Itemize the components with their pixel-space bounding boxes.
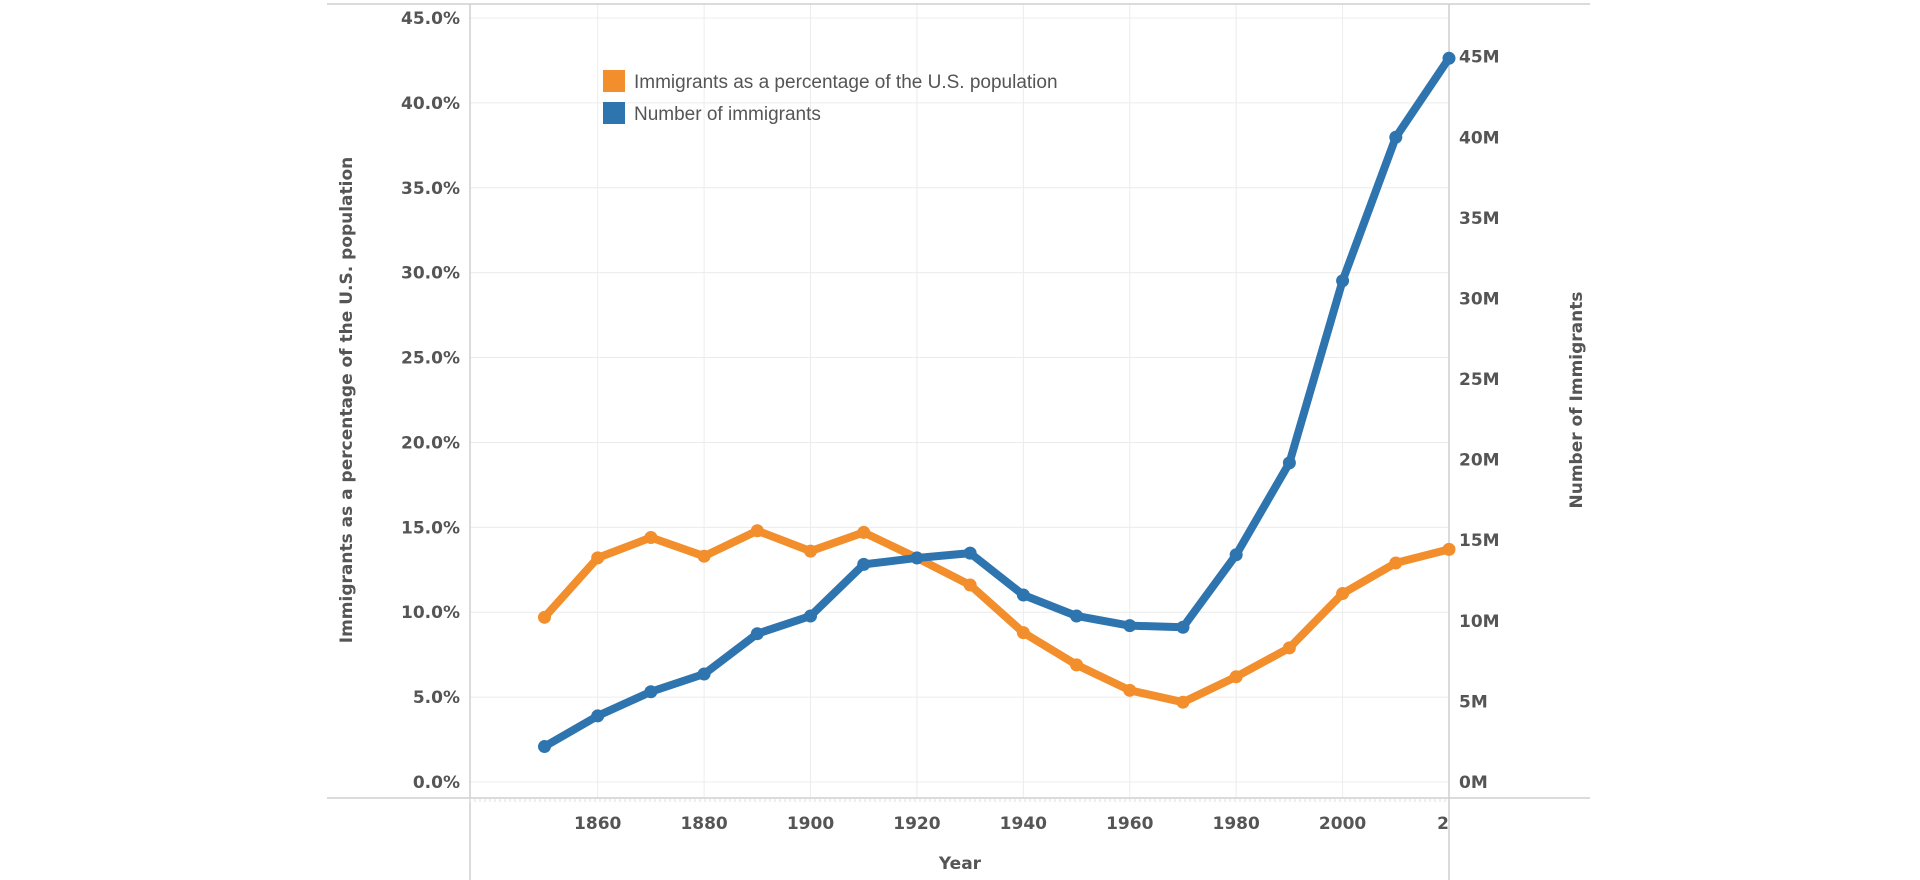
data-point-percentage xyxy=(644,531,658,545)
x-tick-label: 1980 xyxy=(1213,814,1260,834)
right-tick-label: 15M xyxy=(1459,531,1500,551)
data-point-number xyxy=(963,546,977,560)
series xyxy=(537,51,1456,754)
gridlines xyxy=(470,4,1449,798)
right-tick-label: 25M xyxy=(1459,370,1500,390)
legend-label-percentage: Immigrants as a percentage of the U.S. p… xyxy=(634,72,1058,93)
data-point-percentage xyxy=(750,524,764,538)
left-tick-label: 45.0% xyxy=(401,9,460,29)
data-point-number xyxy=(697,667,711,681)
right-tick-label: 20M xyxy=(1459,451,1500,471)
left-tick-label: 15.0% xyxy=(401,518,460,538)
left-tick-label: 35.0% xyxy=(401,179,460,199)
data-point-number xyxy=(1070,609,1084,623)
x-axis: 1860 1880 1900 1920 1940 1960 1980 2000 2 xyxy=(574,814,1449,834)
left-tick-label: 20.0% xyxy=(401,433,460,453)
x-tick-label: 1860 xyxy=(574,814,621,834)
x-tick-label: 2 xyxy=(1437,814,1449,834)
x-tick-label: 2000 xyxy=(1319,814,1366,834)
right-tick-label: 10M xyxy=(1459,612,1500,632)
data-point-percentage xyxy=(1389,556,1403,570)
left-tick-label: 30.0% xyxy=(401,264,460,284)
data-point-percentage xyxy=(1016,626,1030,640)
data-point-percentage xyxy=(963,578,977,592)
data-point-percentage xyxy=(1123,683,1137,697)
data-point-percentage xyxy=(857,525,871,539)
legend-label-number: Number of immigrants xyxy=(634,104,821,125)
legend: Immigrants as a percentage of the U.S. p… xyxy=(603,70,1058,125)
right-tick-label: 0M xyxy=(1459,773,1488,793)
data-point-number xyxy=(644,685,658,699)
left-tick-label: 10.0% xyxy=(401,603,460,623)
x-tick-label: 1900 xyxy=(787,814,834,834)
left-tick-label: 5.0% xyxy=(413,688,460,708)
x-tick-label: 1920 xyxy=(893,814,940,834)
data-point-number xyxy=(1336,274,1350,288)
data-point-number xyxy=(857,557,871,571)
left-axis-title: Immigrants as a percentage of the U.S. p… xyxy=(337,157,357,643)
data-point-percentage xyxy=(1336,587,1350,601)
data-point-number xyxy=(1229,548,1243,562)
left-axis: 0.0% 5.0% 10.0% 15.0% 20.0% 25.0% 30.0% 35.0% 40… xyxy=(401,9,460,793)
series-number xyxy=(537,51,1456,754)
data-point-number xyxy=(591,709,605,723)
right-tick-label: 30M xyxy=(1459,289,1500,309)
right-tick-label: 45M xyxy=(1459,48,1500,68)
data-point-number xyxy=(1282,456,1296,470)
right-tick-label: 35M xyxy=(1459,209,1500,229)
x-tick-label: 1940 xyxy=(1000,814,1047,834)
data-point-number xyxy=(1016,588,1030,602)
data-point-number xyxy=(537,740,551,754)
x-tick-label: 1960 xyxy=(1106,814,1153,834)
data-point-percentage xyxy=(591,551,605,565)
legend-swatch-number xyxy=(603,102,625,124)
left-tick-label: 40.0% xyxy=(401,94,460,114)
data-point-percentage xyxy=(1176,695,1190,709)
data-point-number xyxy=(1442,51,1456,65)
chart-frame xyxy=(327,3,1590,880)
left-tick-label: 0.0% xyxy=(413,773,460,793)
data-point-percentage xyxy=(1282,641,1296,655)
left-tick-label: 25.0% xyxy=(401,349,460,369)
data-point-number xyxy=(804,609,818,623)
data-point-percentage xyxy=(1229,670,1243,684)
right-axis: 0M 5M 10M 15M 20M 25M 30M 35M 40M 45M xyxy=(1459,48,1500,793)
x-tick-label: 1880 xyxy=(680,814,727,834)
legend-swatch-percentage xyxy=(603,70,625,92)
x-axis-title: Year xyxy=(938,854,982,874)
data-point-number xyxy=(1389,130,1403,144)
data-point-percentage xyxy=(804,544,818,558)
series-percentage xyxy=(537,524,1456,709)
series-line-number xyxy=(540,54,1453,751)
data-point-percentage xyxy=(697,549,711,563)
data-point-percentage xyxy=(1070,658,1084,672)
right-tick-label: 40M xyxy=(1459,128,1500,148)
right-tick-label: 5M xyxy=(1459,692,1488,712)
data-point-percentage xyxy=(1442,542,1456,556)
data-point-number xyxy=(750,627,764,641)
data-point-number xyxy=(910,551,924,565)
series-line-percentage xyxy=(540,526,1453,707)
data-point-percentage xyxy=(537,610,551,624)
right-axis-title: Number of Immigrants xyxy=(1567,292,1587,509)
data-point-number xyxy=(1176,620,1190,634)
data-point-number xyxy=(1123,619,1137,633)
